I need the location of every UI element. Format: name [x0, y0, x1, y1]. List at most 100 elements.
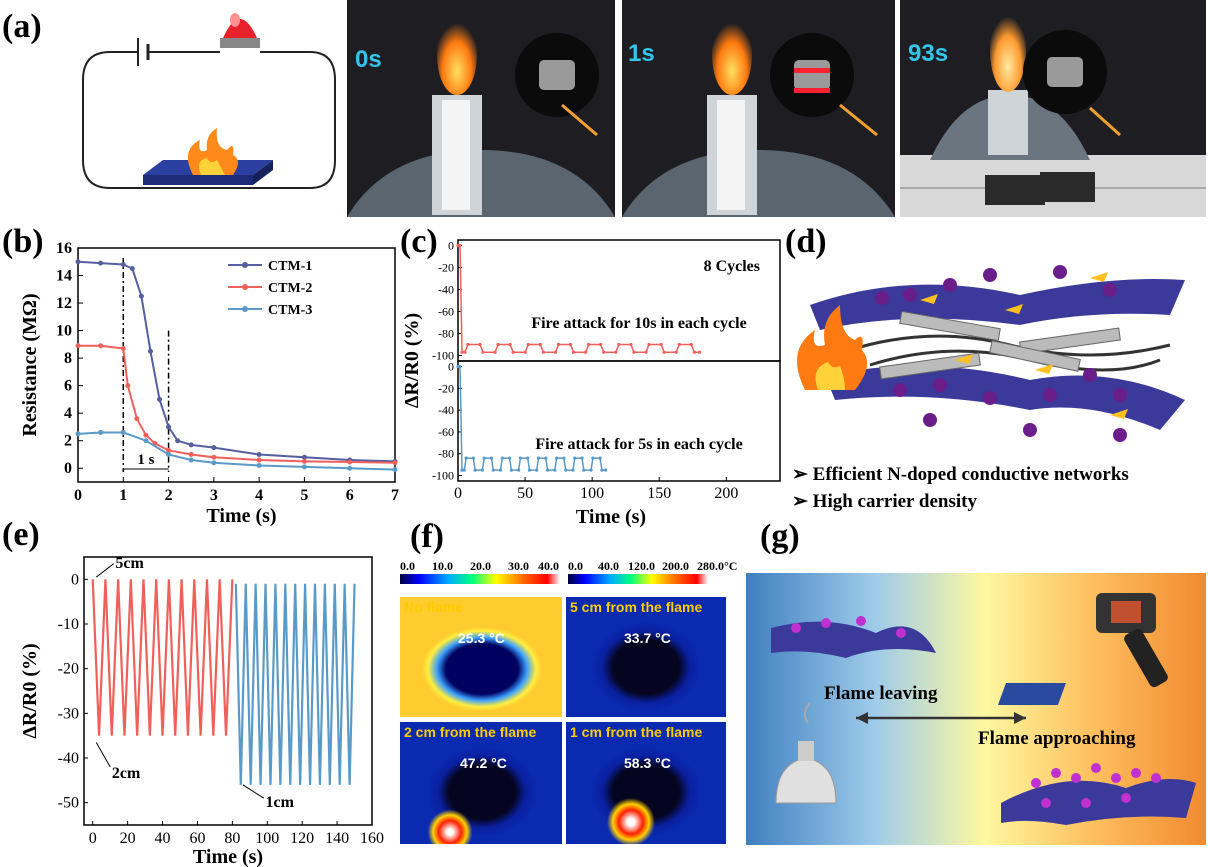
legend-label: CTM-3 — [268, 303, 312, 318]
circuit-diagram — [82, 13, 336, 189]
data-point — [553, 350, 558, 354]
data-point — [662, 350, 666, 354]
arrow-1cm — [242, 784, 265, 799]
data-point — [211, 460, 217, 466]
panel-label-f: (f) — [410, 518, 444, 555]
data-point — [603, 468, 608, 472]
data-point — [509, 468, 513, 472]
data-point — [507, 456, 512, 460]
data-point — [166, 451, 172, 457]
x-tick-label: 1 — [119, 487, 127, 504]
data-point — [697, 350, 702, 354]
data-point — [143, 432, 149, 438]
x-tick-label: 80 — [224, 830, 240, 847]
data-point — [98, 260, 104, 266]
cycle-curve — [458, 365, 606, 471]
data-point — [527, 468, 532, 472]
x-tick-label: 0 — [74, 487, 82, 504]
data-point — [471, 456, 475, 460]
data-point — [473, 468, 477, 472]
mechanism-diagram — [797, 265, 1185, 442]
data-point — [460, 468, 464, 472]
data-point — [589, 468, 593, 472]
data-point — [500, 456, 504, 460]
data-point — [518, 456, 523, 460]
data-point — [482, 456, 486, 460]
scale1-2: 20.0 — [470, 560, 491, 573]
y-tick-label: -40 — [58, 750, 79, 767]
data-point — [75, 431, 81, 437]
x-tick-label: 200 — [714, 485, 738, 502]
scale2-1: 40.0 — [598, 560, 619, 573]
data-point — [602, 350, 606, 354]
y-tick-label: 10 — [56, 323, 72, 340]
plot-frame — [83, 556, 373, 826]
data-point — [75, 259, 81, 265]
thermal-temp-1: 33.7 °C — [624, 630, 671, 646]
panel-label-c: (c) — [400, 223, 438, 260]
legend-marker — [242, 262, 248, 268]
data-point — [517, 468, 521, 472]
alarm-light-icon — [220, 13, 260, 48]
y-tick-label: 8 — [64, 350, 72, 367]
thermal-camera-icon — [1096, 593, 1168, 688]
thermal-temp-0: 25.3 °C — [458, 630, 505, 646]
flame-icon — [797, 305, 868, 390]
y-tick-label: -100 — [432, 469, 454, 483]
flame-approaching-label: Flame approaching — [978, 728, 1136, 749]
label-5cm: 5cm — [115, 555, 144, 572]
time-label-93s: 93s — [908, 40, 949, 67]
scale2-4: 280.0°C — [697, 560, 737, 573]
x-tick-label: 160 — [360, 830, 384, 847]
legend-label: CTM-2 — [268, 281, 312, 296]
thermal-temp-2: 47.2 °C — [460, 755, 507, 771]
y-axis-label: ΔR/R0 (%) — [19, 643, 41, 738]
thermal-title-0: No flame — [404, 599, 464, 615]
data-point — [600, 468, 604, 472]
data-point — [188, 442, 194, 448]
x-tick-label: 50 — [517, 485, 533, 502]
data-point — [460, 350, 464, 354]
data-point — [157, 396, 163, 402]
panel-label-b: (b) — [2, 223, 44, 260]
panel-label-a: (a) — [2, 8, 42, 45]
y-tick-label: -20 — [58, 661, 79, 678]
y-axis-label: Resistance (MΩ) — [19, 293, 41, 436]
x-tick-label: 120 — [290, 830, 314, 847]
data-point — [496, 342, 500, 347]
data-point — [564, 468, 568, 472]
data-point — [689, 342, 693, 347]
y-tick-label: -30 — [58, 705, 79, 722]
scale1-1: 10.0 — [432, 560, 453, 573]
data-point — [598, 456, 602, 460]
bullet-1: ➢ Efficient N-doped conductive networks — [792, 464, 1129, 485]
y-tick-label: 0 — [71, 571, 79, 588]
x-tick-label: 3 — [210, 487, 218, 504]
y-tick-label: 4 — [64, 405, 72, 422]
y-tick-label: 14 — [56, 268, 72, 285]
data-point — [188, 451, 194, 457]
data-point — [392, 460, 398, 466]
plot-frame — [77, 247, 396, 483]
y-tick-label: 0 — [448, 359, 454, 373]
y-tick-label: -40 — [438, 283, 454, 297]
x-tick-label: 150 — [647, 485, 671, 502]
panel-label-d: (d) — [785, 223, 827, 260]
x-tick-label: 4 — [255, 487, 263, 504]
x-tick-label: 140 — [325, 830, 349, 847]
data-point — [134, 416, 140, 422]
data-point — [568, 342, 573, 347]
flame-sensing-diagram: Flame leaving Flame approaching — [746, 573, 1206, 845]
data-point — [541, 350, 545, 354]
x-axis-label: Time (s) — [576, 506, 646, 528]
data-point — [125, 383, 131, 389]
data-point — [98, 429, 104, 435]
data-point — [632, 350, 636, 354]
data-point — [644, 350, 648, 354]
data-point — [481, 350, 485, 354]
data-point — [301, 454, 307, 460]
data-point — [545, 468, 550, 472]
photo-1s: 1s — [622, 0, 895, 217]
data-point — [677, 342, 681, 347]
